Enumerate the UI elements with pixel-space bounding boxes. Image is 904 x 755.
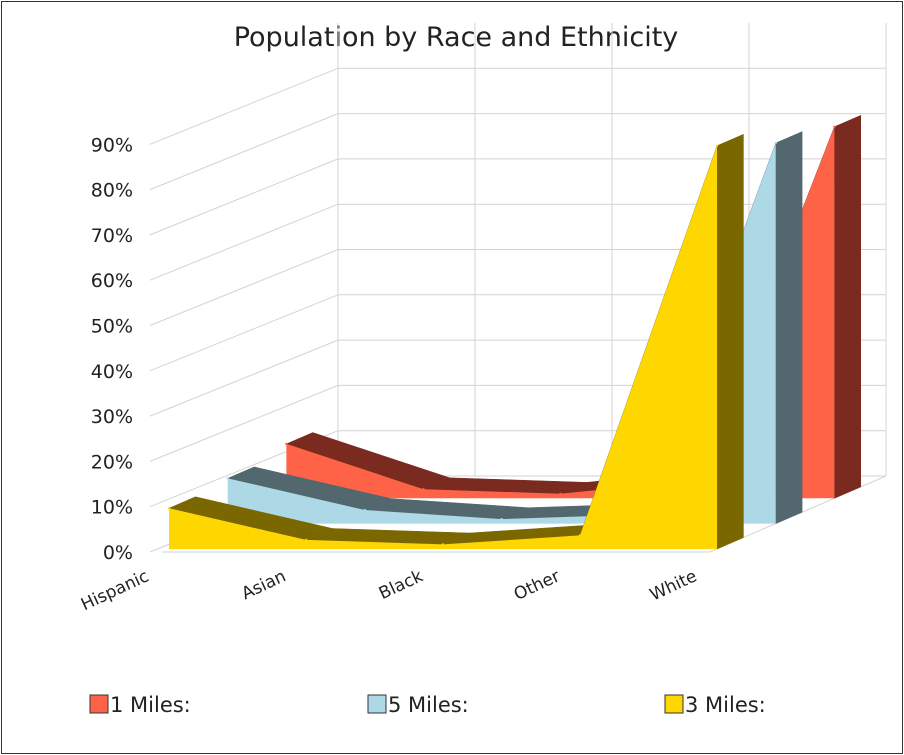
y-tick-label: 70% (91, 225, 133, 247)
y-axis-ticks: 0% 10% 20% 30% 40% 50% 60% 70% 80% 90% (91, 134, 133, 564)
x-category-label: White (647, 566, 700, 605)
data-point (304, 538, 308, 542)
gridline-side (149, 339, 339, 417)
legend-swatch (367, 694, 387, 714)
y-tick-label: 40% (91, 361, 133, 383)
y-tick-label: 90% (91, 134, 133, 156)
legend-swatch (89, 694, 109, 714)
data-point (167, 506, 171, 510)
gridline-side (149, 203, 339, 281)
data-point (441, 543, 445, 546)
x-category-label: Other (511, 566, 563, 605)
gridline-side (149, 158, 339, 236)
x-axis-categories: Hispanic Asian Black Other White (78, 566, 700, 615)
gridline-side (149, 113, 339, 191)
data-point (578, 534, 582, 537)
series-ribbon (167, 133, 744, 550)
data-point (363, 508, 366, 512)
y-tick-label: 30% (91, 406, 133, 428)
data-point (500, 517, 503, 521)
gridline-side (149, 384, 339, 462)
ribbon-end-cap (716, 134, 744, 550)
legend-item: 5 Miles: (367, 693, 469, 717)
legend: 1 Miles: 5 Miles: 3 Miles: (89, 693, 766, 717)
x-category-label: Asian (239, 566, 290, 604)
gridline-side (149, 249, 339, 326)
ribbon-end-cap (775, 131, 803, 525)
series-layer (167, 114, 862, 550)
x-category-label: Hispanic (78, 566, 152, 615)
data-point (285, 442, 288, 446)
y-tick-label: 80% (91, 180, 133, 202)
ribbon-front-face (169, 145, 718, 549)
legend-swatch (664, 694, 684, 714)
y-tick-label: 20% (91, 451, 133, 473)
legend-item: 1 Miles: (89, 693, 191, 717)
gridlines (149, 23, 887, 553)
y-tick-label: 50% (91, 316, 133, 338)
gridline-side (149, 294, 339, 372)
y-tick-label: 10% (91, 497, 133, 519)
data-point (559, 492, 562, 495)
ribbon-end-cap (834, 115, 862, 499)
data-point (774, 141, 777, 145)
legend-label: 3 Miles: (685, 693, 766, 717)
legend-item: 3 Miles: (664, 693, 766, 717)
data-point (226, 477, 229, 480)
data-point (422, 488, 425, 491)
legend-label: 1 Miles: (110, 693, 191, 717)
gridline-side (149, 67, 339, 145)
y-tick-label: 0% (103, 542, 133, 564)
x-category-label: Black (376, 566, 426, 604)
data-point (715, 144, 719, 147)
chart-title: Population by Race and Ethnicity (234, 22, 679, 53)
legend-label: 5 Miles: (388, 693, 469, 717)
y-tick-label: 60% (91, 270, 133, 292)
data-point (833, 125, 836, 129)
